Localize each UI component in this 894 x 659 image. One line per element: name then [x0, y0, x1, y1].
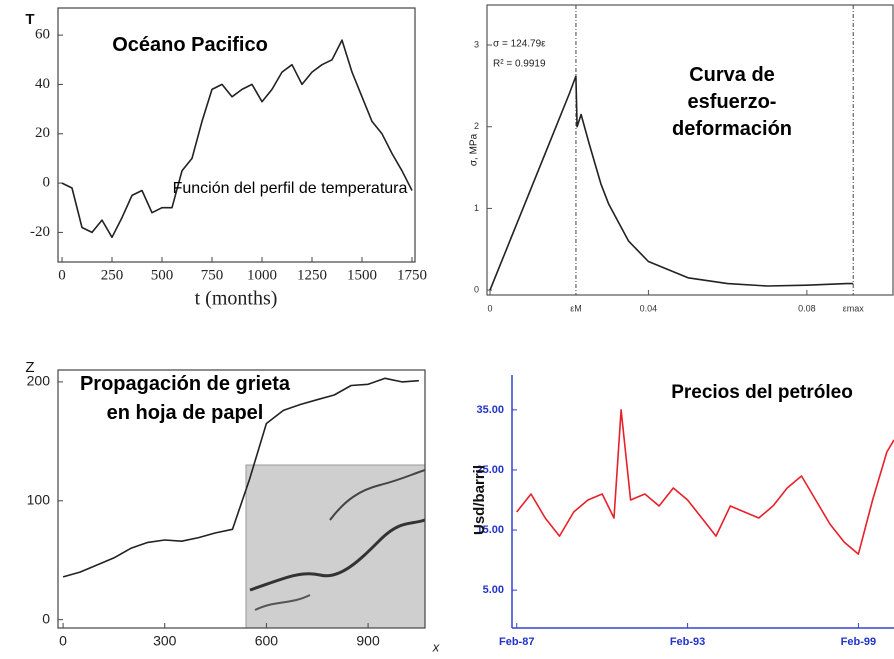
- annotation: R² = 0.9919: [493, 59, 546, 70]
- x-tick-label: 1500: [347, 267, 377, 283]
- annotation: σ = 124.79ε: [493, 39, 546, 50]
- y-tick-label: 5.00: [483, 584, 504, 596]
- x-tick-label: 0: [487, 303, 492, 313]
- x-tick-label: 0.04: [640, 303, 658, 313]
- x-tick-label: Feb-99: [841, 636, 876, 648]
- y-tick-label: 40: [35, 76, 50, 92]
- y-tick-label: 100: [27, 491, 51, 507]
- x-tick-label: 1250: [297, 267, 327, 283]
- x-tick-label: 500: [151, 267, 174, 283]
- plot-frame: [57, 369, 426, 629]
- x-tick-label: 750: [201, 267, 224, 283]
- plot-frame: [57, 7, 416, 263]
- x-tick-label: 300: [153, 633, 177, 649]
- data-line: [61, 39, 413, 239]
- x-tick-label: 0.08: [798, 303, 816, 313]
- x-tick-label: εmax: [843, 303, 865, 313]
- y-tick-label: 1: [474, 203, 479, 213]
- x-tick-label: 0: [58, 267, 66, 283]
- x-tick-label: 0: [59, 633, 67, 649]
- photo-inset: [245, 464, 426, 629]
- y-axis-label: Usd/barril: [471, 465, 488, 535]
- y-tick-label: 0: [474, 284, 479, 294]
- x-tick-label: εM: [570, 303, 582, 313]
- x-tick-label: 900: [356, 633, 380, 649]
- x-tick-label: 1000: [247, 267, 277, 283]
- data-line: [516, 409, 894, 555]
- y-tick-label: 2: [474, 121, 479, 131]
- plot-frame: [486, 4, 894, 296]
- x-tick-label: 600: [255, 633, 279, 649]
- y-tick-label: 20: [35, 125, 50, 141]
- y-tick-label: 200: [27, 373, 51, 389]
- chart-title: Propagación de grieta en hoja de papel: [79, 373, 291, 424]
- x-tick-label: Feb-93: [670, 636, 705, 648]
- chart-title: Océano Pacifico: [112, 34, 268, 56]
- y-tick-label: 60: [35, 27, 50, 43]
- y-axis-label: σ, MPa: [469, 133, 480, 166]
- chart: 0 1 2 3 0 εM 0.04 0.08 εmax σ, MPa σ = 124.79ε R² =…: [469, 4, 894, 313]
- x-axis-label: x: [432, 639, 440, 654]
- x-tick-label: 250: [101, 267, 124, 283]
- chart-title: Curva de esfuerzo-deformación: [671, 64, 793, 140]
- data-line: [62, 377, 419, 578]
- chart-title: Precios del petróleo: [671, 382, 853, 403]
- y-tick-label: 3: [474, 39, 479, 49]
- chart: -20 0 20 40 60 0 250 500 750 1000 1250 1500 1750 Tt (…: [25, 7, 427, 310]
- chart: 0 100 200 0 300 600 900 Zx: [25, 359, 439, 654]
- y-tick-label: 35.00: [476, 404, 504, 416]
- y-tick-label: 25.00: [476, 464, 504, 476]
- annotation: Función del perfil de temperatura: [172, 180, 408, 197]
- y-tick-label: 15.00: [476, 524, 504, 536]
- y-tick-label: -20: [30, 224, 50, 240]
- x-axis-label: t (months): [195, 288, 278, 310]
- y-axis-label: T: [25, 11, 34, 28]
- chart: 5.00 15.00 25.00 35.00 Feb-87 Feb-93 Feb-99 Usd…: [471, 375, 894, 648]
- y-axis-label: Z: [25, 359, 34, 376]
- data-line: [489, 75, 854, 291]
- y-tick-label: 0: [42, 610, 50, 626]
- x-tick-label: Feb-87: [499, 636, 534, 648]
- y-tick-label: 0: [43, 175, 51, 191]
- x-tick-label: 1750: [397, 267, 427, 283]
